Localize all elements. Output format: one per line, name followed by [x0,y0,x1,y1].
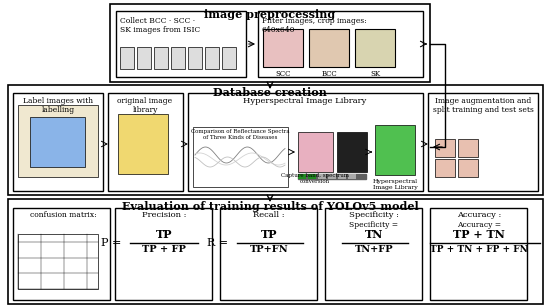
Text: Specificity =: Specificity = [349,221,399,229]
Text: TP: TP [261,230,277,240]
Bar [318,174,326,179]
Text: image preprocessing: image preprocessing [205,9,336,20]
Text: BCC: BCC [321,70,337,78]
Bar [8,199,543,304]
Bar [308,174,316,179]
Text: confusion matrix:: confusion matrix: [30,211,96,219]
Text: Database creation: Database creation [213,87,327,98]
Bar [154,47,168,69]
Bar [188,47,202,69]
Bar [18,105,98,177]
Bar [435,139,455,157]
Text: TN: TN [365,230,383,240]
Bar [115,208,212,300]
Text: R =: R = [207,238,232,248]
Bar [375,125,415,175]
Bar [258,11,423,77]
Bar [298,132,333,172]
Text: Hyperspectral Image Library: Hyperspectral Image Library [243,97,367,105]
Bar [458,159,478,177]
Text: original image
library: original image library [118,97,173,114]
Text: Filter images, crop images:
640x640: Filter images, crop images: 640x640 [262,17,367,34]
Text: Image augmentation and
split training and test sets: Image augmentation and split training an… [432,97,534,114]
Bar [8,85,543,195]
Bar [108,93,183,191]
Bar [137,47,151,69]
Text: Recall :: Recall : [253,211,285,219]
Bar [328,174,336,179]
Bar [13,93,103,191]
Bar [118,114,168,174]
Text: SCC: SCC [276,70,291,78]
Bar [188,93,423,191]
Bar [348,174,356,179]
Text: Accuracy =: Accuracy = [457,221,501,229]
Text: Evaluation of training results of YOLOv5 model: Evaluation of training results of YOLOv5… [122,201,419,212]
Bar [116,11,246,77]
Bar [13,208,110,300]
Bar [171,47,185,69]
Bar [220,208,317,300]
Text: TP+FN: TP+FN [250,246,288,255]
Bar [110,4,430,82]
Text: P =: P = [101,238,125,248]
Text: Comparison of Reflectance Spectra
of Three Kinds of Diseases: Comparison of Reflectance Spectra of Thr… [191,129,289,140]
Text: Capture band, spectrum
conversion: Capture band, spectrum conversion [281,173,349,184]
Text: Precision :: Precision : [142,211,186,219]
Bar [337,132,367,172]
Text: Specificity :: Specificity : [349,211,399,219]
Bar [30,117,85,167]
Text: TP + TN + FP + FN: TP + TN + FP + FN [430,246,528,255]
Text: TP: TP [156,230,172,240]
Bar [428,93,538,191]
Bar [222,47,236,69]
Text: Accuracy :: Accuracy : [457,211,501,219]
Bar [338,174,346,179]
Bar [18,234,98,289]
Bar [120,47,134,69]
Bar [435,159,455,177]
Text: TN+FP: TN+FP [355,246,393,255]
Text: TP + TN: TP + TN [453,230,505,240]
Bar [263,29,303,67]
Bar [309,29,349,67]
Bar [430,208,527,300]
Text: Label images with
labelling: Label images with labelling [23,97,93,114]
Bar [298,174,306,179]
Bar [458,139,478,157]
Bar [298,174,366,179]
Bar [325,208,422,300]
Text: TP + FP: TP + FP [142,246,186,255]
Bar [355,29,395,67]
Text: Collect BCC · SCC ·
SK images from ISIC: Collect BCC · SCC · SK images from ISIC [120,17,200,34]
Text: Hyperspectral
Image Library: Hyperspectral Image Library [372,179,417,190]
Bar [205,47,219,69]
Bar [193,127,288,187]
Text: SK: SK [370,70,380,78]
